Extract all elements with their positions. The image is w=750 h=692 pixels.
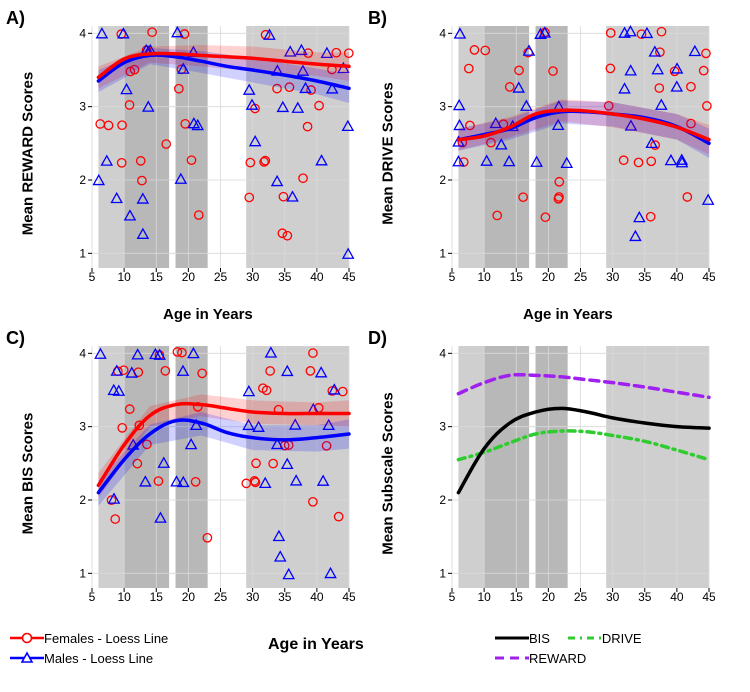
bis-line-icon [495,632,529,644]
svg-text:10: 10 [477,590,491,604]
svg-text:5: 5 [89,590,96,604]
svg-text:20: 20 [542,270,556,284]
plot-a: 5 10 15 20 25 30 35 40 45 1 2 3 4 [70,20,355,290]
svg-text:40: 40 [310,590,324,604]
legend-female-label: Females - Loess Line [44,631,168,646]
svg-text:30: 30 [246,590,260,604]
svg-text:30: 30 [606,270,620,284]
svg-text:35: 35 [278,590,292,604]
female-marker-icon [10,630,44,646]
legend-male: Males - Loess Line [10,648,168,668]
panel-label-a: A) [6,8,25,29]
svg-text:40: 40 [310,270,324,284]
svg-text:3: 3 [439,420,446,434]
panel-d: 5 10 15 20 25 30 35 40 45 1 2 3 4 [430,340,715,610]
svg-text:1: 1 [439,246,446,260]
svg-text:30: 30 [246,270,260,284]
svg-text:15: 15 [150,270,164,284]
svg-text:1: 1 [79,246,86,260]
xlabel-b: Age in Years [523,306,613,323]
svg-text:20: 20 [182,270,196,284]
legend-bis-label: BIS [529,631,550,646]
svg-text:15: 15 [150,590,164,604]
svg-text:2: 2 [79,493,86,507]
legend-reward-label: REWARD [529,651,586,666]
plot-d: 5 10 15 20 25 30 35 40 45 1 2 3 4 [430,340,715,610]
svg-text:2: 2 [79,173,86,187]
svg-text:15: 15 [510,590,524,604]
ylabel-c: Mean BIS Scores [20,384,37,564]
svg-text:45: 45 [342,590,355,604]
plot-b: 5 10 15 20 25 30 35 40 45 1 2 3 4 [430,20,715,290]
svg-text:40: 40 [670,590,684,604]
svg-text:35: 35 [638,270,652,284]
svg-text:5: 5 [449,590,456,604]
panel-a: 5 10 15 20 25 30 35 40 45 1 2 3 4 [70,20,355,290]
svg-text:4: 4 [79,346,86,360]
svg-text:20: 20 [542,590,556,604]
svg-text:40: 40 [670,270,684,284]
panel-b: 5 10 15 20 25 30 35 40 45 1 2 3 4 [430,20,715,290]
male-marker-icon [10,650,44,666]
svg-text:4: 4 [439,26,446,40]
legend-sex: Females - Loess Line Males - Loess Line [10,628,168,668]
svg-text:1: 1 [439,566,446,580]
svg-text:45: 45 [342,270,355,284]
svg-text:25: 25 [214,270,228,284]
svg-text:3: 3 [439,100,446,114]
ylabel-d: Mean Subscale Scores [380,384,397,564]
svg-text:20: 20 [182,590,196,604]
svg-text:35: 35 [638,590,652,604]
legend-male-label: Males - Loess Line [44,651,153,666]
svg-text:10: 10 [117,590,131,604]
figure: A) B) C) D) Mean REWARD Scores Mean DRIV… [0,0,750,692]
svg-text:35: 35 [278,270,292,284]
panel-label-b: B) [368,8,387,29]
svg-text:3: 3 [79,420,86,434]
ylabel-b: Mean DRIVE Scores [380,64,397,244]
plot-c: 5 10 15 20 25 30 35 40 45 1 2 3 4 [70,340,355,610]
svg-text:10: 10 [117,270,131,284]
svg-text:4: 4 [439,346,446,360]
legend-bis: BIS [495,628,550,648]
svg-text:25: 25 [574,590,588,604]
legend-drive: DRIVE [568,628,642,648]
svg-text:5: 5 [89,270,96,284]
drive-line-icon [568,632,602,644]
svg-text:10: 10 [477,270,491,284]
xlabel-bottom: Age in Years [268,636,364,654]
ylabel-a: Mean REWARD Scores [20,64,37,244]
reward-line-icon [495,652,529,664]
panel-label-d: D) [368,328,387,349]
svg-text:15: 15 [510,270,524,284]
svg-text:45: 45 [702,270,715,284]
svg-text:1: 1 [79,566,86,580]
xlabel-a: Age in Years [163,306,253,323]
svg-text:45: 45 [702,590,715,604]
svg-text:2: 2 [439,493,446,507]
legend-subscales: BIS DRIVE REWARD [495,628,642,668]
panel-c: 5 10 15 20 25 30 35 40 45 1 2 3 4 [70,340,355,610]
legend-female: Females - Loess Line [10,628,168,648]
svg-text:2: 2 [439,173,446,187]
svg-text:25: 25 [214,590,228,604]
legend-drive-label: DRIVE [602,631,642,646]
svg-text:5: 5 [449,270,456,284]
panel-label-c: C) [6,328,25,349]
svg-text:3: 3 [79,100,86,114]
svg-text:30: 30 [606,590,620,604]
svg-text:4: 4 [79,26,86,40]
svg-text:25: 25 [574,270,588,284]
legend-reward: REWARD [495,648,642,668]
